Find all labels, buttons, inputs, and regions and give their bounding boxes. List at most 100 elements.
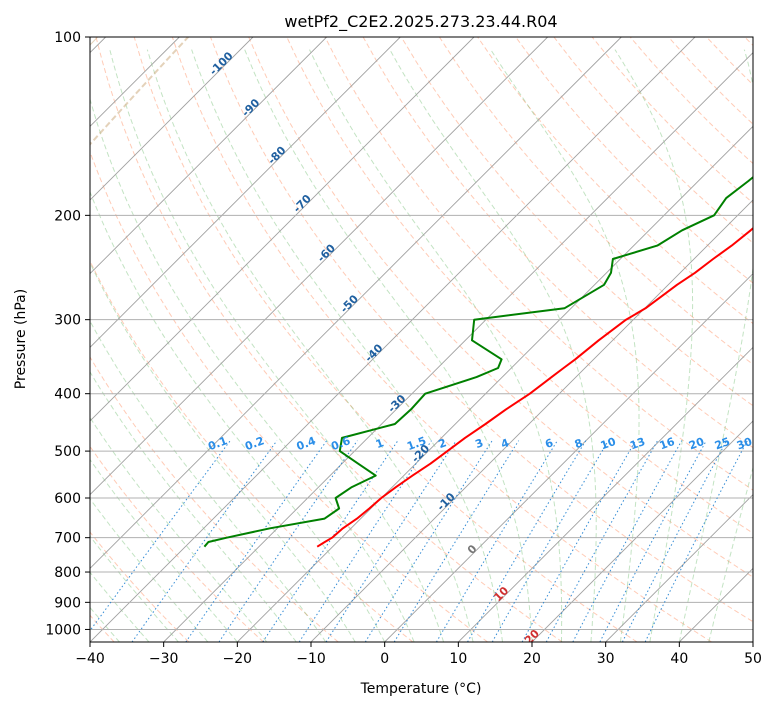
mixing-ratio-label: 0.1 <box>206 434 229 453</box>
moist-adiabat <box>244 49 533 642</box>
mixing-ratio-label: 0.6 <box>329 434 352 453</box>
dry-adiabat <box>744 37 753 47</box>
dry-adiabat <box>324 37 753 491</box>
dry-adiabat <box>400 37 753 407</box>
plot-frame <box>89 36 754 643</box>
dry-adiabat <box>515 37 753 284</box>
moist-adiabats <box>0 37 753 642</box>
mixing-ratio-label: 3 <box>473 436 485 451</box>
isotherm <box>90 37 254 201</box>
isotherm-label: -80 <box>265 144 288 167</box>
dry-adiabat <box>668 37 753 125</box>
isotherm-label: -50 <box>338 292 361 315</box>
x-axis: −40 −30 −20 −10 0 10 20 30 40 50 <box>75 642 762 667</box>
moist-adiabat <box>90 458 238 642</box>
x-tick-label: 0 <box>380 651 389 667</box>
dry-adiabat <box>171 37 712 642</box>
moist-adiabat <box>389 49 597 642</box>
x-tick-label: 50 <box>744 651 762 667</box>
chart-title: wetPf2_C2E2.2025.273.23.44.R04 <box>284 12 557 32</box>
mixing-ratio-label: 36 <box>761 435 775 453</box>
isotherm <box>605 494 753 642</box>
mixing-ratio-label: 20 <box>687 435 706 453</box>
y-tick-label: 400 <box>54 387 81 403</box>
moist-adiabat <box>90 416 268 642</box>
isotherm <box>90 37 327 275</box>
isotherm <box>752 641 753 642</box>
isotherms <box>90 37 753 642</box>
mixing-ratio-label: 1 <box>374 436 386 451</box>
x-tick-label: −10 <box>296 651 326 667</box>
isotherm-label: -40 <box>362 341 385 364</box>
isotherm <box>384 273 753 642</box>
x-tick-label: −30 <box>149 651 179 667</box>
isotherm-label: -100 <box>207 49 236 78</box>
dry-adiabat <box>210 37 753 623</box>
dry-adiabat <box>90 445 264 642</box>
moist-adiabat <box>109 49 445 642</box>
moist-adiabat <box>708 465 753 642</box>
moist-adiabat <box>146 49 474 642</box>
moist-adiabat <box>614 49 694 642</box>
y-axis-label: Pressure (hPa) <box>13 289 29 389</box>
isotherm-label: -30 <box>385 392 408 415</box>
saturation-curve <box>0 37 7 642</box>
mixing-ratio-line <box>325 440 457 642</box>
moist-adiabat <box>90 97 415 642</box>
moist-adiabat <box>90 261 356 642</box>
x-axis-label: Temperature (°C) <box>360 681 482 697</box>
mixing-ratio-lines <box>90 440 748 642</box>
isotherm <box>163 52 753 642</box>
moist-adiabat <box>309 49 563 642</box>
moist-adiabat <box>490 49 640 642</box>
isotherm-label: 30 <box>555 668 575 688</box>
isotherm-label: -10 <box>435 490 458 513</box>
isotherm <box>679 567 753 642</box>
mixing-ratio-line <box>393 440 520 642</box>
isotherm-label: -70 <box>291 192 314 215</box>
dry-adiabat <box>90 150 488 642</box>
moist-adiabat <box>90 320 327 642</box>
dry-adiabat <box>90 531 190 642</box>
dry-adiabat <box>248 37 753 578</box>
dry-adiabat <box>438 37 753 366</box>
mixing-ratio-label: 0.2 <box>243 434 266 453</box>
moist-adiabat <box>191 49 503 642</box>
y-tick-label: 800 <box>54 565 81 581</box>
isotherm-label: 10 <box>491 584 511 604</box>
mixing-ratio-label: 16 <box>658 435 677 453</box>
x-tick-label: −40 <box>75 651 105 667</box>
mixing-ratio-label: 25 <box>713 435 732 452</box>
x-tick-label: 40 <box>670 651 688 667</box>
dry-adiabat <box>362 37 753 449</box>
mixing-ratio-line <box>521 440 637 642</box>
dry-adiabat <box>95 37 563 642</box>
isotherm-label: -90 <box>239 96 262 119</box>
mixing-ratio-line <box>364 440 493 642</box>
mixing-ratio-label: 10 <box>599 435 618 453</box>
sounding-series <box>203 175 753 548</box>
y-tick-label: 700 <box>54 531 81 547</box>
isotherm <box>90 37 696 642</box>
x-tick-label: 20 <box>523 651 541 667</box>
mixing-ratio-label: 30 <box>735 435 754 453</box>
temperature-profile-line <box>316 226 753 548</box>
isotherm <box>237 125 753 642</box>
mixing-ratio-line <box>572 440 683 642</box>
mixing-ratio-line <box>185 440 328 642</box>
mixing-ratio-line <box>491 440 609 642</box>
isotherm <box>310 199 753 642</box>
dry-adiabats <box>90 37 753 642</box>
mixing-ratio-line <box>262 440 399 642</box>
moist-adiabat <box>678 49 753 642</box>
y-tick-label: 1000 <box>45 622 81 638</box>
pressure-gridlines <box>90 37 753 630</box>
dewpoint-profile-line <box>203 175 753 548</box>
x-tick-label: 10 <box>449 651 467 667</box>
isotherm <box>90 37 548 496</box>
dry-adiabat <box>90 259 414 642</box>
mixing-ratio-label: 13 <box>628 435 647 452</box>
mixing-ratio-label: 1.5 <box>405 434 428 453</box>
dry-adiabat <box>90 356 339 642</box>
